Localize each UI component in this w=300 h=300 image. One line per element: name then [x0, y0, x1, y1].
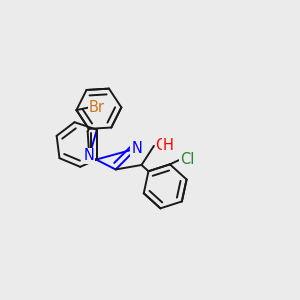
Text: N: N — [131, 141, 142, 156]
Text: O: O — [155, 138, 167, 153]
Text: Cl: Cl — [180, 152, 194, 167]
Text: H: H — [163, 138, 173, 153]
Text: N: N — [84, 148, 95, 164]
Text: Br: Br — [88, 100, 104, 115]
